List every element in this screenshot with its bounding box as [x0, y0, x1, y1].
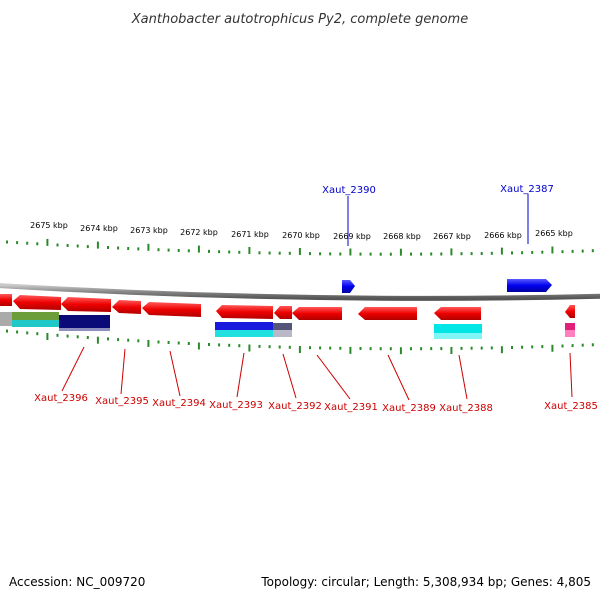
leader-line [458, 354, 468, 400]
gene-label-xaut-2387[interactable]: Xaut_2387 [500, 184, 554, 195]
kbp-scale: 2675 kbp 2674 kbp 2673 kbp 2672 kbp 2671… [30, 221, 573, 241]
leader-line [569, 352, 573, 398]
kbp-label: 2665 kbp [535, 229, 573, 238]
gene-xaut-2391[interactable] [274, 306, 292, 319]
gene-label-xaut-2385[interactable]: Xaut_2385 [544, 401, 598, 412]
feature-block [273, 323, 292, 330]
gene-label-xaut-2394[interactable]: Xaut_2394 [152, 398, 206, 409]
reverse-strand-genes [0, 294, 575, 320]
kbp-label: 2670 kbp [282, 231, 320, 240]
gene-xaut-2385[interactable] [565, 305, 575, 318]
gene-label-xaut-2392[interactable]: Xaut_2392 [268, 401, 322, 412]
gene-xaut-2394[interactable] [112, 300, 141, 314]
genome-backbone [0, 283, 600, 301]
leader-line [387, 354, 410, 401]
reverse-gene-labels: Xaut_2396 Xaut_2395 Xaut_2394 Xaut_2393 … [34, 346, 598, 414]
gene-xaut-2389[interactable] [358, 307, 417, 320]
feature-block [12, 312, 59, 320]
feature-block [273, 330, 292, 337]
gene-label-xaut-2396[interactable]: Xaut_2396 [34, 393, 88, 404]
kbp-label: 2672 kbp [180, 228, 218, 237]
gene-xaut-2395[interactable] [61, 297, 111, 312]
gene-label-xaut-2390[interactable]: Xaut_2390 [322, 185, 376, 196]
forward-gene-labels: Xaut_2390 Xaut_2387 [322, 184, 554, 246]
leader-line [120, 348, 126, 395]
kbp-label: 2666 kbp [484, 231, 522, 240]
gene-xaut-2390[interactable] [342, 280, 355, 293]
kbp-label: 2673 kbp [130, 226, 168, 235]
gene-xaut-2392[interactable] [216, 305, 273, 319]
leader-line [316, 354, 351, 400]
leader-line [169, 350, 181, 397]
forward-strand-genes [342, 279, 552, 293]
gene-xaut-2396[interactable] [13, 295, 61, 310]
kbp-label: 2674 kbp [80, 224, 118, 233]
kbp-label: 2669 kbp [333, 232, 371, 241]
gene-xaut-2393[interactable] [142, 302, 201, 317]
kbp-label: 2675 kbp [30, 221, 68, 230]
kbp-label: 2667 kbp [433, 232, 471, 241]
kbp-label: 2671 kbp [231, 230, 269, 239]
gene-label-xaut-2395[interactable]: Xaut_2395 [95, 396, 149, 407]
feature-block [565, 323, 575, 330]
genome-summary-text: Topology: circular; Length: 5,308,934 bp… [260, 575, 591, 589]
gene-label-xaut-2393[interactable]: Xaut_2393 [209, 400, 263, 411]
gene-label-xaut-2388[interactable]: Xaut_2388 [439, 403, 493, 414]
feature-block [215, 322, 273, 330]
gene-xaut-2388[interactable] [434, 307, 481, 320]
gene-label-xaut-2389[interactable]: Xaut_2389 [382, 403, 436, 414]
accession-text: Accession: NC_009720 [9, 575, 145, 589]
gene-partial-left[interactable] [0, 294, 12, 306]
feature-block [59, 328, 110, 331]
outer-tick-row [6, 238, 594, 256]
gene-xaut-2387[interactable] [507, 279, 552, 292]
feature-block [434, 333, 482, 339]
feature-block [434, 324, 482, 333]
feature-block [215, 330, 273, 337]
feature-blocks [0, 312, 575, 339]
feature-block [565, 330, 575, 337]
map-title: Xanthobacter autotrophicus Py2, complete… [131, 12, 468, 27]
feature-block [12, 320, 59, 327]
gene-label-xaut-2391[interactable]: Xaut_2391 [324, 402, 378, 413]
feature-block [59, 315, 110, 328]
feature-block [0, 312, 12, 326]
inner-tick-row [6, 329, 594, 355]
leader-line [282, 353, 297, 399]
kbp-label: 2668 kbp [383, 232, 421, 241]
gene-xaut-2389-a[interactable] [292, 307, 342, 320]
leader-line [61, 346, 85, 392]
leader-line [236, 352, 245, 398]
